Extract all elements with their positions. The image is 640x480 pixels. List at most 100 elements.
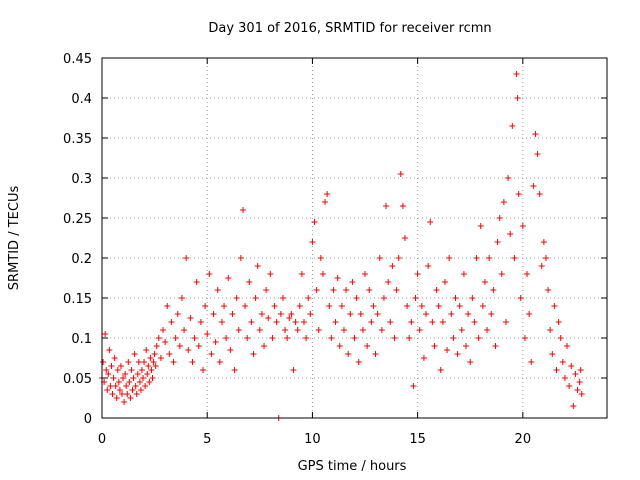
data-points bbox=[99, 71, 585, 421]
data-point bbox=[427, 219, 434, 225]
data-point bbox=[519, 223, 526, 229]
data-point bbox=[130, 375, 137, 381]
data-point bbox=[206, 271, 213, 277]
data-point bbox=[362, 271, 369, 277]
data-point bbox=[376, 255, 383, 261]
data-point bbox=[408, 319, 415, 325]
chart-title: Day 301 of 2016, SRMTID for receiver rcm… bbox=[208, 21, 491, 36]
data-point bbox=[246, 279, 253, 285]
data-point bbox=[193, 279, 200, 285]
data-point bbox=[389, 263, 396, 269]
data-point bbox=[359, 327, 366, 333]
data-point bbox=[366, 287, 373, 293]
data-point bbox=[397, 171, 404, 177]
data-point bbox=[490, 287, 497, 293]
data-point bbox=[328, 335, 335, 341]
data-point bbox=[242, 303, 249, 309]
data-point bbox=[225, 275, 232, 281]
data-point bbox=[414, 271, 421, 277]
data-point bbox=[503, 319, 509, 325]
data-point bbox=[178, 295, 185, 301]
data-point bbox=[484, 327, 491, 333]
data-point bbox=[536, 191, 543, 197]
data-point bbox=[469, 295, 476, 301]
data-point bbox=[305, 295, 312, 301]
data-point bbox=[412, 295, 419, 301]
data-point bbox=[261, 343, 268, 349]
data-point bbox=[237, 255, 244, 261]
data-point bbox=[372, 351, 379, 357]
data-point bbox=[147, 355, 154, 361]
data-point bbox=[475, 335, 482, 341]
data-point bbox=[303, 335, 310, 341]
data-point bbox=[524, 271, 531, 277]
data-point bbox=[208, 351, 215, 357]
data-point bbox=[221, 303, 228, 309]
data-point bbox=[456, 303, 463, 309]
x-axis-label: GPS time / hours bbox=[298, 459, 407, 474]
data-point bbox=[135, 359, 142, 365]
x-tick-label: 10 bbox=[304, 432, 321, 447]
data-point bbox=[395, 255, 402, 261]
data-point bbox=[402, 235, 408, 241]
data-point bbox=[338, 303, 345, 309]
data-point bbox=[561, 375, 568, 381]
data-point bbox=[216, 359, 223, 365]
data-point bbox=[467, 359, 474, 365]
data-point bbox=[528, 359, 535, 365]
data-point bbox=[425, 263, 432, 269]
data-point bbox=[120, 375, 127, 381]
data-point bbox=[324, 191, 331, 197]
data-point bbox=[127, 395, 134, 401]
data-point bbox=[578, 391, 585, 397]
data-point bbox=[277, 311, 284, 317]
data-point bbox=[557, 335, 564, 341]
data-point bbox=[100, 359, 107, 365]
data-point bbox=[223, 335, 230, 341]
data-point bbox=[347, 311, 354, 317]
data-point bbox=[514, 95, 521, 101]
y-tick-label: 0.25 bbox=[63, 212, 92, 227]
data-point bbox=[244, 335, 251, 341]
data-point bbox=[439, 319, 446, 325]
data-point bbox=[298, 271, 305, 277]
data-point bbox=[355, 359, 362, 365]
data-point bbox=[210, 311, 217, 317]
data-point bbox=[273, 319, 280, 325]
data-point bbox=[441, 279, 448, 285]
data-point bbox=[187, 315, 194, 321]
data-point bbox=[404, 303, 411, 309]
data-point bbox=[526, 311, 533, 317]
data-point bbox=[416, 327, 423, 333]
y-tick-label: 0 bbox=[84, 412, 92, 427]
data-point bbox=[233, 295, 240, 301]
data-point bbox=[399, 203, 406, 209]
data-point bbox=[145, 363, 152, 369]
data-point bbox=[122, 371, 129, 377]
data-point bbox=[574, 387, 581, 393]
data-point bbox=[107, 383, 114, 389]
data-point bbox=[269, 335, 276, 341]
data-point bbox=[532, 131, 539, 137]
data-point bbox=[530, 183, 537, 189]
data-point bbox=[423, 311, 430, 317]
data-point bbox=[418, 303, 425, 309]
data-point bbox=[150, 359, 157, 365]
data-point bbox=[131, 351, 138, 357]
data-point bbox=[431, 343, 438, 349]
data-point bbox=[471, 319, 478, 325]
data-point bbox=[118, 391, 125, 397]
data-point bbox=[454, 351, 461, 357]
data-point bbox=[410, 383, 417, 389]
data-point bbox=[151, 351, 158, 357]
data-point bbox=[450, 335, 457, 341]
data-point bbox=[168, 319, 175, 325]
data-point bbox=[517, 295, 524, 301]
data-point bbox=[458, 327, 465, 333]
data-point bbox=[349, 279, 356, 285]
data-point bbox=[296, 303, 303, 309]
data-point bbox=[102, 331, 109, 337]
data-point bbox=[534, 151, 541, 157]
data-point bbox=[553, 367, 560, 373]
